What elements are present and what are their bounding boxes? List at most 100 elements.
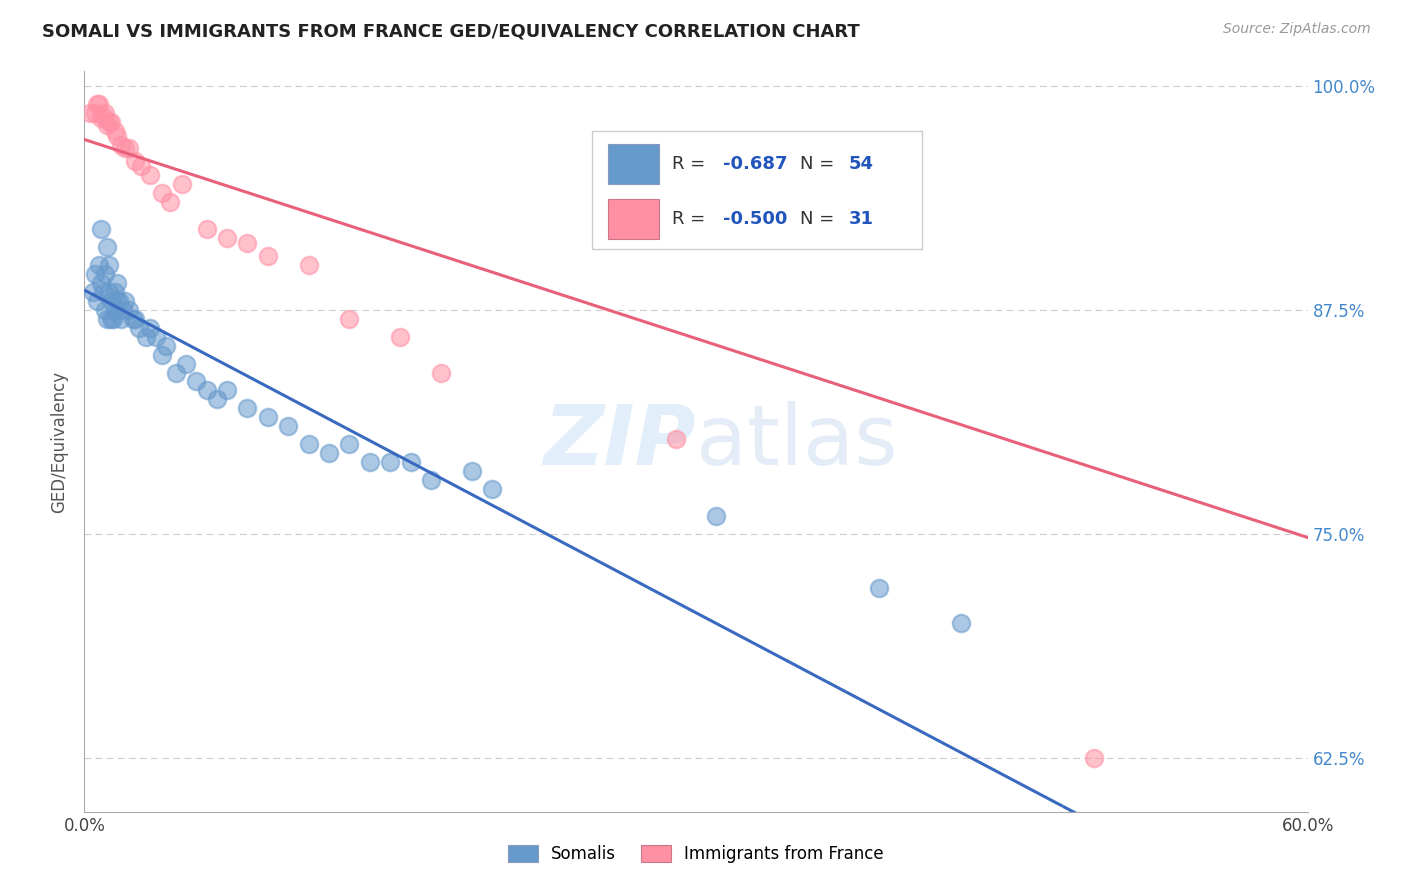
Point	[481, 482, 503, 496]
Text: ZIP: ZIP	[543, 401, 696, 482]
Point	[339, 311, 361, 326]
Point	[97, 258, 120, 272]
Point	[93, 267, 115, 281]
Point	[1083, 751, 1105, 765]
Point	[110, 137, 132, 152]
Point	[96, 118, 118, 132]
Text: -0.500: -0.500	[723, 211, 787, 228]
Point	[195, 384, 218, 398]
Point	[105, 293, 128, 308]
Point	[104, 123, 127, 137]
Point	[159, 195, 181, 210]
Point	[145, 329, 167, 343]
Point	[172, 178, 194, 192]
Point	[318, 446, 340, 460]
Point	[339, 437, 361, 451]
Point	[114, 141, 136, 155]
Point	[186, 375, 208, 389]
FancyBboxPatch shape	[607, 200, 659, 239]
Point	[298, 258, 321, 272]
Point	[114, 293, 136, 308]
Text: -0.687: -0.687	[723, 154, 787, 173]
Point	[124, 153, 146, 168]
Point	[90, 276, 112, 290]
Point	[110, 311, 132, 326]
Point	[101, 311, 124, 326]
Point	[217, 231, 239, 245]
Point	[461, 464, 484, 478]
Text: SOMALI VS IMMIGRANTS FROM FRANCE GED/EQUIVALENCY CORRELATION CHART: SOMALI VS IMMIGRANTS FROM FRANCE GED/EQU…	[42, 22, 860, 40]
Text: R =: R =	[672, 211, 710, 228]
Point	[277, 419, 299, 434]
Point	[138, 320, 160, 334]
Point	[100, 293, 122, 308]
Point	[257, 249, 280, 263]
Point	[100, 311, 122, 326]
Y-axis label: GED/Equivalency: GED/Equivalency	[51, 370, 69, 513]
Legend: Somalis, Immigrants from France: Somalis, Immigrants from France	[501, 838, 891, 870]
Point	[665, 432, 688, 446]
Point	[83, 267, 105, 281]
Text: 54: 54	[849, 154, 875, 173]
Point	[93, 302, 115, 317]
Point	[205, 392, 228, 407]
Text: N =: N =	[800, 154, 839, 173]
Point	[112, 302, 135, 317]
Point	[100, 114, 122, 128]
FancyBboxPatch shape	[592, 130, 922, 249]
Point	[93, 105, 115, 120]
Point	[217, 384, 239, 398]
Point	[420, 473, 443, 487]
Point	[124, 311, 146, 326]
Point	[83, 105, 105, 120]
Text: Source: ZipAtlas.com: Source: ZipAtlas.com	[1223, 22, 1371, 37]
Point	[706, 508, 728, 523]
Point	[135, 329, 157, 343]
Point	[91, 285, 114, 299]
Point	[118, 141, 141, 155]
Text: 31: 31	[849, 211, 875, 228]
Point	[131, 160, 153, 174]
Point	[399, 455, 422, 469]
Point	[150, 186, 173, 201]
Point	[236, 401, 259, 416]
Point	[104, 302, 127, 317]
Point	[257, 410, 280, 425]
Text: R =: R =	[672, 154, 710, 173]
Text: N =: N =	[800, 211, 839, 228]
Point	[87, 96, 110, 111]
Point	[105, 276, 128, 290]
Point	[97, 285, 120, 299]
Point	[96, 240, 118, 254]
Point	[869, 581, 891, 595]
Point	[380, 455, 402, 469]
Point	[90, 222, 112, 236]
Point	[90, 111, 112, 125]
Point	[79, 105, 101, 120]
Point	[86, 96, 108, 111]
Point	[118, 302, 141, 317]
Point	[298, 437, 321, 451]
Point	[236, 236, 259, 251]
Point	[430, 366, 453, 380]
Point	[86, 293, 108, 308]
Point	[150, 348, 173, 362]
Point	[138, 169, 160, 183]
Point	[359, 455, 381, 469]
Point	[87, 258, 110, 272]
Point	[122, 311, 145, 326]
Point	[104, 285, 127, 299]
Point	[82, 285, 104, 299]
Point	[950, 616, 973, 631]
Point	[174, 357, 197, 371]
Point	[195, 222, 218, 236]
Point	[105, 128, 128, 143]
Point	[128, 320, 150, 334]
Point	[96, 311, 118, 326]
Point	[389, 329, 412, 343]
Point	[165, 366, 187, 380]
FancyBboxPatch shape	[607, 144, 659, 184]
Point	[97, 114, 120, 128]
Point	[108, 293, 131, 308]
Text: atlas: atlas	[696, 401, 897, 482]
